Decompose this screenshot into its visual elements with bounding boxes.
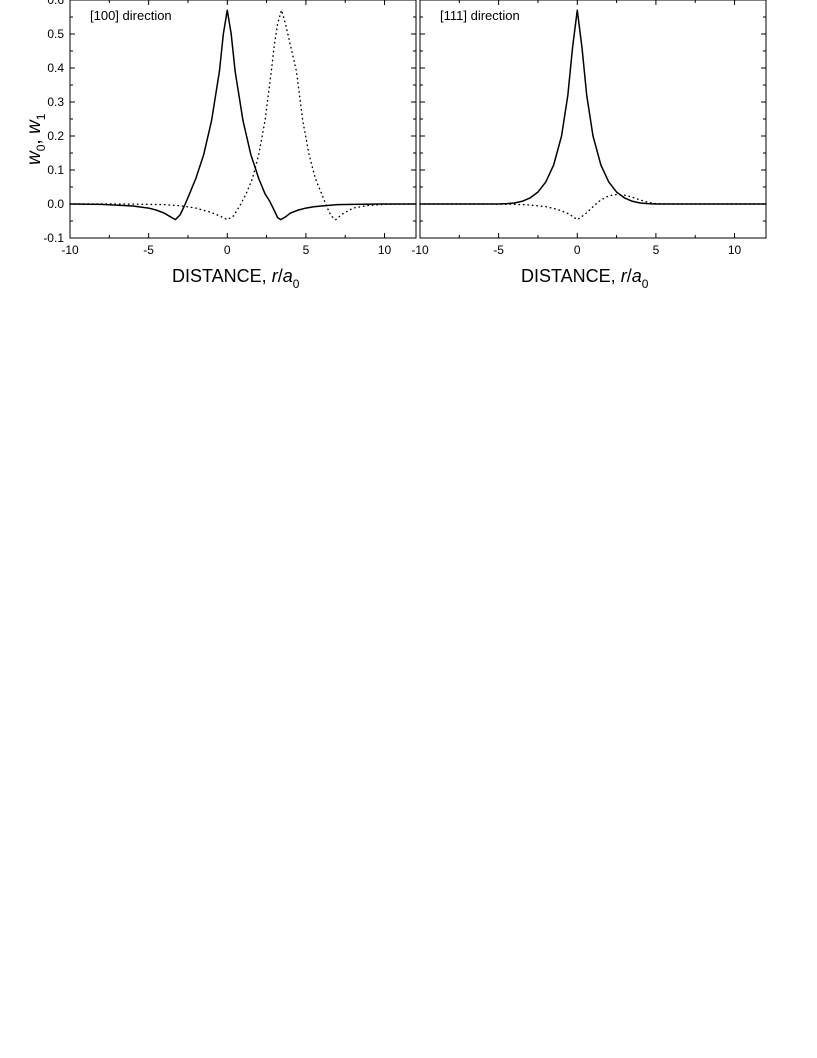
right-x-tick-label: 5 xyxy=(653,243,660,257)
y-tick-label: 0.5 xyxy=(47,27,64,41)
left-x-tick-label: -5 xyxy=(143,243,154,257)
y-axis-label: w0, w1 xyxy=(24,113,48,165)
y-tick-label: 0.4 xyxy=(47,61,64,75)
left-x-tick-label: 5 xyxy=(303,243,310,257)
right-x-tick-label: 0 xyxy=(574,243,581,257)
left-x-tick-label: 0 xyxy=(224,243,231,257)
y-tick-label: -0.1 xyxy=(43,231,64,245)
right-x-tick-label: -10 xyxy=(411,243,429,257)
right-x-axis-label: DISTANCE, r/a0 xyxy=(521,266,649,291)
left-axis-ticks: -10 -5 0 5 10 -0.1 0.0 0.1 0.2 0.3 0.4 0.5 0.6 xyxy=(43,0,416,257)
right-annotation: [111] direction xyxy=(440,8,520,23)
y-tick-label: 0.1 xyxy=(47,163,64,177)
left-x-tick-label: 10 xyxy=(378,243,392,257)
left-panel: -10 -5 0 5 10 -0.1 0.0 0.1 0.2 0.3 0.4 0.5 0.6 [100]… xyxy=(24,0,417,291)
left-x-tick-label: -10 xyxy=(61,243,79,257)
y-tick-label: 0.6 xyxy=(47,0,64,7)
y-tick-label: 0.2 xyxy=(47,129,64,143)
y-tick-label: 0.0 xyxy=(47,197,64,211)
right-x-tick-label: -5 xyxy=(493,243,504,257)
left-x-axis-label: DISTANCE, r/a0 xyxy=(172,266,300,291)
right-series-group xyxy=(419,9,767,221)
right-plot-frame xyxy=(419,0,767,239)
y-tick-label: 0.3 xyxy=(47,95,64,109)
left-annotation: [100] direction xyxy=(90,8,172,23)
right-x-tick-label: 10 xyxy=(728,243,742,257)
right-series-solid xyxy=(419,9,767,205)
right-series-dotted xyxy=(419,193,767,221)
left-series-dotted xyxy=(69,9,417,221)
right-axis-ticks: -10 -5 0 5 10 xyxy=(411,0,766,257)
figure-two-panel-chart: -10 -5 0 5 10 -0.1 0.0 0.1 0.2 0.3 0.4 0.5 0.6 [100]… xyxy=(24,0,767,291)
right-panel: -10 -5 0 5 10 [111] direction DISTANCE, r/a0 xyxy=(411,0,767,291)
left-series-group xyxy=(69,9,417,221)
left-series-solid xyxy=(69,9,417,221)
